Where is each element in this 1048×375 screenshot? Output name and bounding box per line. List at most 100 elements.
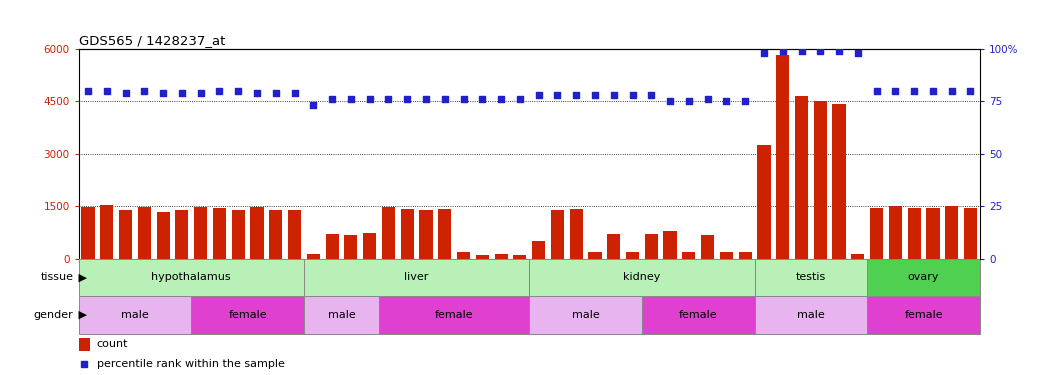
Bar xyxy=(777,55,789,259)
Bar xyxy=(645,234,658,259)
Bar xyxy=(832,104,846,259)
Bar xyxy=(379,296,529,334)
Text: GDS565 / 1428237_at: GDS565 / 1428237_at xyxy=(79,34,225,47)
Bar xyxy=(851,254,865,259)
Bar xyxy=(663,231,677,259)
Bar xyxy=(813,101,827,259)
Bar xyxy=(514,255,526,259)
Bar xyxy=(529,296,641,334)
Bar xyxy=(755,259,868,296)
Bar xyxy=(400,209,414,259)
Text: testis: testis xyxy=(795,273,826,282)
Point xyxy=(606,92,623,98)
Text: female: female xyxy=(228,310,267,320)
Text: percentile rank within the sample: percentile rank within the sample xyxy=(96,359,284,369)
Point xyxy=(267,90,284,96)
Point xyxy=(493,96,509,102)
Bar xyxy=(626,252,639,259)
Text: liver: liver xyxy=(405,273,429,282)
Point xyxy=(455,96,472,102)
Point xyxy=(155,90,172,96)
Text: female: female xyxy=(904,310,943,320)
Point xyxy=(905,88,922,94)
Text: gender: gender xyxy=(34,310,73,320)
Text: male: male xyxy=(122,310,149,320)
Point xyxy=(174,90,191,96)
Bar xyxy=(908,208,921,259)
Point xyxy=(305,102,322,108)
Bar xyxy=(326,234,339,259)
Point xyxy=(943,88,960,94)
Bar xyxy=(304,296,379,334)
Bar xyxy=(495,254,507,259)
Point xyxy=(793,48,810,54)
Point xyxy=(625,92,641,98)
Bar xyxy=(870,209,883,259)
Point xyxy=(192,90,209,96)
Bar xyxy=(79,296,191,334)
Point xyxy=(850,50,867,56)
Bar xyxy=(304,259,529,296)
Bar xyxy=(82,207,94,259)
Bar xyxy=(964,208,977,259)
Bar xyxy=(269,210,282,259)
Point xyxy=(417,96,434,102)
Text: count: count xyxy=(96,339,128,349)
Point xyxy=(211,88,227,94)
Bar xyxy=(288,210,301,259)
Point xyxy=(680,98,697,104)
Bar xyxy=(739,252,751,259)
Bar xyxy=(641,296,755,334)
Bar xyxy=(720,252,733,259)
Text: ▶: ▶ xyxy=(75,310,87,320)
Text: ▶: ▶ xyxy=(75,273,87,282)
Bar xyxy=(79,338,90,351)
Bar xyxy=(232,210,245,259)
Bar xyxy=(551,210,564,259)
Point xyxy=(868,88,885,94)
Bar xyxy=(758,145,770,259)
Point xyxy=(230,88,246,94)
Text: male: male xyxy=(328,310,355,320)
Bar xyxy=(101,205,113,259)
Text: tissue: tissue xyxy=(41,273,73,282)
Point xyxy=(570,281,587,287)
Bar xyxy=(381,207,395,259)
Bar xyxy=(607,234,620,259)
Bar xyxy=(570,209,583,259)
Point xyxy=(80,88,96,94)
Bar xyxy=(438,209,452,259)
Point xyxy=(699,96,716,102)
Point xyxy=(117,90,134,96)
Bar xyxy=(532,241,545,259)
Bar xyxy=(926,208,939,259)
Point xyxy=(549,92,566,98)
Bar xyxy=(701,235,714,259)
Point xyxy=(642,92,659,98)
Bar xyxy=(307,254,320,259)
Point xyxy=(718,98,735,104)
Point xyxy=(136,88,153,94)
Text: ovary: ovary xyxy=(908,273,939,282)
Point xyxy=(530,92,547,98)
Bar xyxy=(795,96,808,259)
Bar xyxy=(476,255,488,259)
Bar xyxy=(945,206,958,259)
Point xyxy=(286,90,303,96)
Point xyxy=(324,96,341,102)
Point xyxy=(99,88,115,94)
Bar xyxy=(363,232,376,259)
Bar xyxy=(119,210,132,259)
Bar xyxy=(213,208,226,259)
Point xyxy=(737,98,754,104)
Bar xyxy=(175,210,189,259)
Bar xyxy=(250,207,263,259)
Point xyxy=(380,96,397,102)
Bar xyxy=(755,296,868,334)
Bar xyxy=(868,259,980,296)
Bar xyxy=(889,206,902,259)
Point xyxy=(887,88,903,94)
Point xyxy=(474,96,490,102)
Bar xyxy=(588,252,602,259)
Bar xyxy=(457,252,471,259)
